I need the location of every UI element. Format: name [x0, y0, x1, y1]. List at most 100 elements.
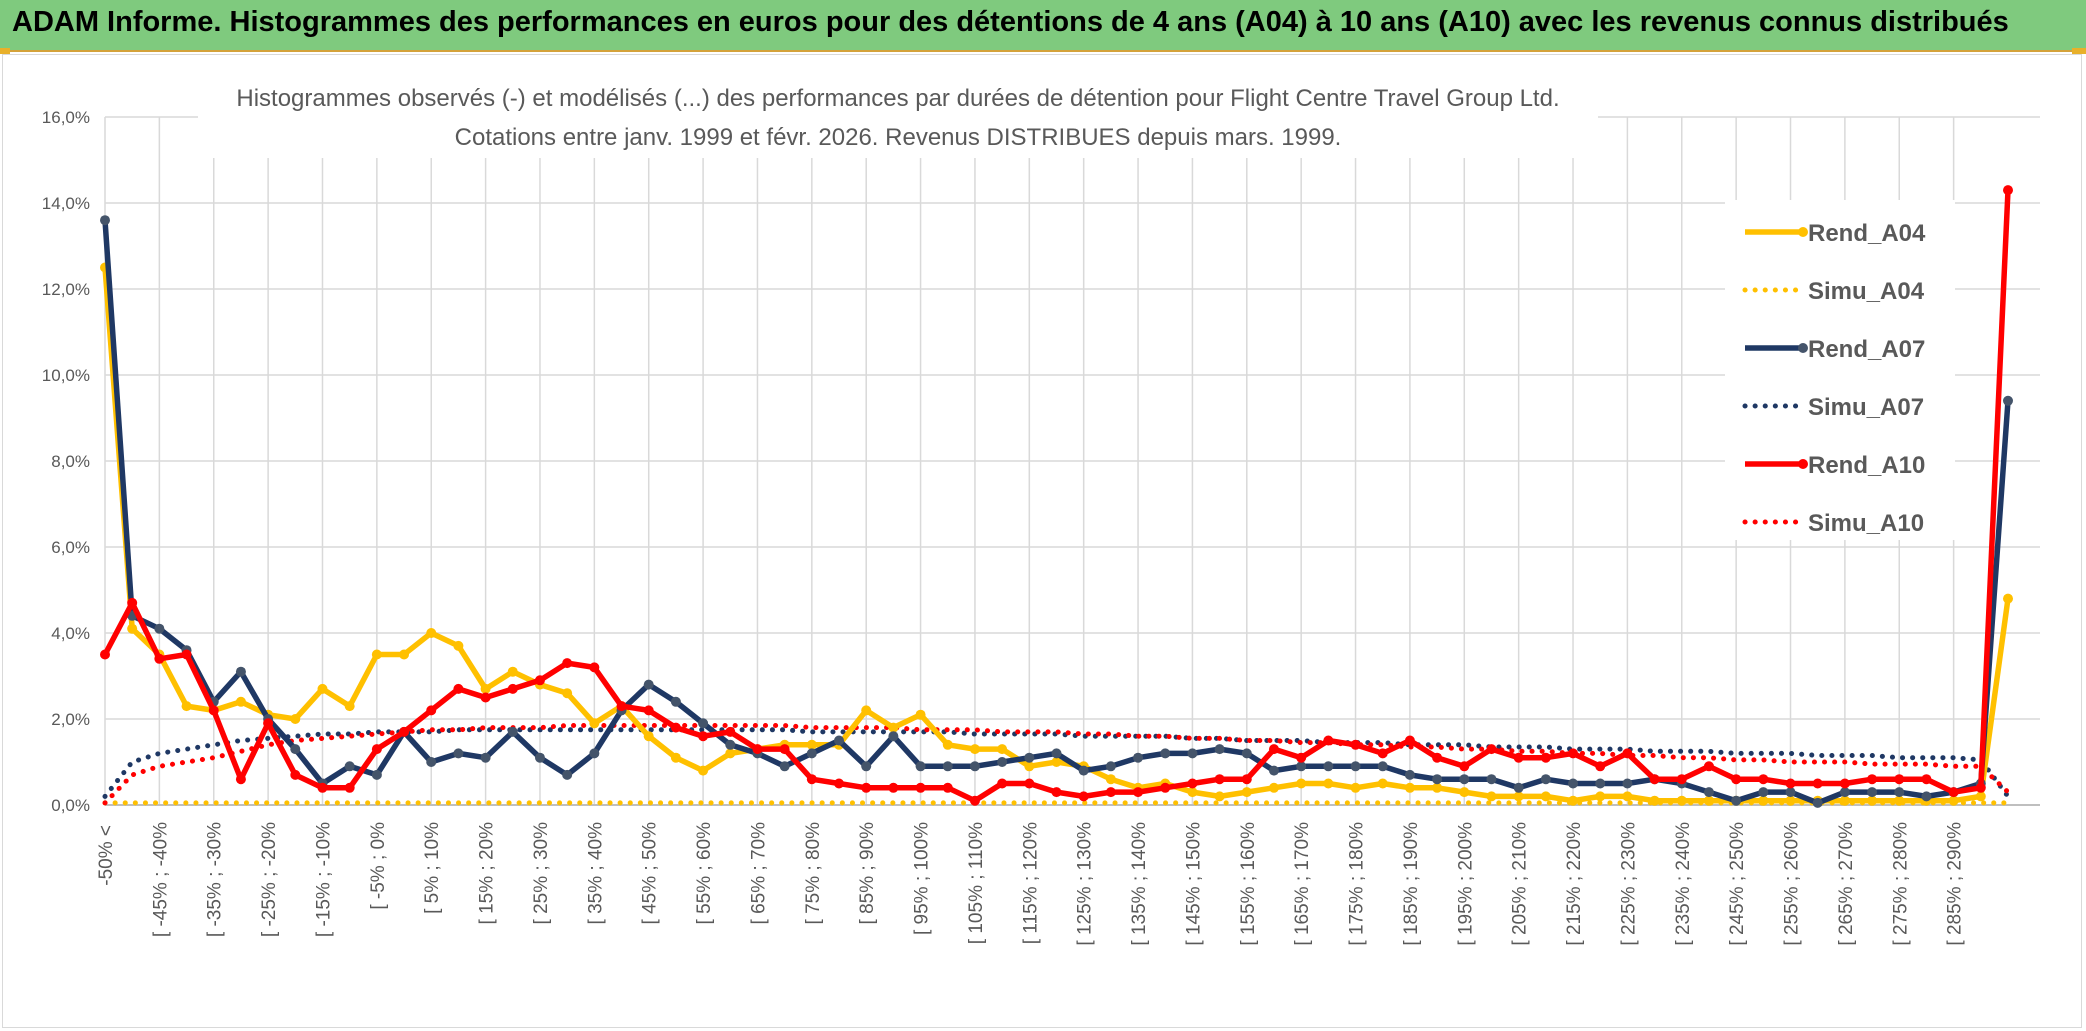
data-point	[1703, 787, 1714, 798]
legend-item-rend_a07: Rend_A07	[1745, 336, 1925, 363]
data-point	[1921, 774, 1932, 785]
data-point	[480, 692, 491, 703]
data-point	[1595, 778, 1606, 789]
data-point	[861, 705, 872, 716]
chart-subtitle: Cotations entre janv. 1999 et févr. 2026…	[455, 124, 1342, 151]
data-point	[235, 696, 246, 707]
data-point	[480, 752, 491, 763]
data-point	[399, 649, 410, 660]
data-point	[1051, 757, 1062, 767]
x-tick-label: [ 25% ; 30%	[531, 822, 552, 925]
legend-box	[1725, 200, 1955, 540]
header-bar: ADAM Informe. Histogrammes des performan…	[0, 0, 2086, 52]
data-point	[806, 774, 817, 785]
x-tick-label: [ 55% ; 60%	[694, 822, 715, 925]
data-point	[1513, 752, 1524, 763]
data-point	[1214, 774, 1225, 785]
data-point	[1187, 778, 1198, 789]
data-point	[1513, 791, 1524, 802]
legend-item-simu_a10: Simu_A10	[1742, 510, 1924, 537]
data-point	[480, 683, 491, 694]
legend-label: Simu_A04	[1808, 278, 1925, 305]
x-tick-label: [ 45% ; 50%	[640, 822, 661, 925]
data-point	[997, 757, 1008, 767]
data-point	[235, 666, 246, 677]
x-tick-label: [ -5% ; 0%	[368, 822, 389, 910]
data-point	[1432, 782, 1443, 793]
header-accent-left	[0, 48, 10, 54]
data-point	[589, 662, 600, 673]
y-tick-label: 14,0%	[42, 194, 90, 213]
x-tick-label: [ 115% ; 120%	[1020, 822, 1041, 944]
data-point	[1296, 752, 1307, 763]
data-point	[1377, 761, 1388, 772]
data-point	[399, 726, 410, 737]
x-tick-label: [ 235% ; 240%	[1673, 822, 1694, 946]
data-point	[534, 675, 545, 686]
series-group	[100, 185, 2013, 808]
data-point	[2003, 593, 2013, 604]
data-point	[507, 666, 518, 677]
data-point	[725, 748, 736, 759]
data-point	[670, 696, 681, 707]
legend-marker	[1798, 227, 1808, 237]
data-point	[181, 649, 192, 660]
y-tick-label: 8,0%	[51, 452, 90, 471]
data-point	[643, 731, 654, 742]
x-tick-label: [ -35% ; -30%	[205, 822, 226, 937]
y-axis-ticks: 0,0% 2,0% 4,0% 6,0% 8,0% 10,0% 12,0% 14,0% 16,0%	[42, 108, 90, 815]
x-tick-label: [ 275% ; 280%	[1890, 822, 1911, 946]
data-point	[1975, 782, 1986, 793]
data-point	[1703, 761, 1714, 772]
data-point	[969, 744, 980, 755]
x-tick-label: [ 65% ; 70%	[748, 822, 769, 925]
data-point	[779, 761, 790, 772]
x-tick-label: [ 175% ; 180%	[1347, 822, 1368, 946]
data-point	[371, 649, 382, 660]
data-point	[1622, 791, 1633, 802]
legend-item-rend_a10: Rend_A10	[1745, 452, 1925, 479]
x-tick-label: [ 155% ; 160%	[1238, 822, 1259, 946]
data-point	[317, 782, 328, 793]
data-point	[263, 718, 274, 729]
data-point	[1105, 787, 1116, 798]
x-tick-label: [ -15% ; -10%	[313, 822, 334, 937]
data-point	[1540, 752, 1551, 763]
data-point	[1350, 782, 1361, 793]
data-point	[344, 761, 355, 772]
data-point	[1758, 774, 1769, 785]
data-point	[1894, 787, 1905, 798]
data-point	[1540, 774, 1551, 785]
legend-item-simu_a07: Simu_A07	[1742, 394, 1924, 421]
data-point	[915, 782, 926, 793]
data-point	[969, 795, 980, 806]
data-point	[1867, 774, 1878, 785]
data-point	[1649, 774, 1660, 785]
data-point	[290, 714, 301, 724]
data-point	[1622, 778, 1633, 789]
data-point	[1595, 791, 1606, 802]
x-tick-label: [ 245% ; 250%	[1727, 822, 1748, 946]
data-point	[1459, 774, 1470, 785]
data-point	[1105, 774, 1116, 785]
data-point	[371, 769, 382, 780]
data-point	[127, 597, 138, 608]
data-point	[969, 761, 980, 772]
data-point	[1105, 761, 1116, 772]
data-point	[888, 722, 899, 733]
legend-label: Simu_A10	[1808, 510, 1924, 537]
x-tick-label: [ 75% ; 80%	[803, 822, 824, 925]
data-point	[834, 735, 845, 746]
y-tick-label: 16,0%	[42, 108, 90, 127]
data-point	[317, 683, 328, 694]
legend-item-simu_a04: Simu_A04	[1742, 278, 1925, 305]
legend-label: Rend_A10	[1808, 452, 1925, 479]
data-point	[1676, 795, 1687, 806]
data-point	[888, 731, 899, 742]
data-point	[1432, 752, 1443, 763]
x-tick-label: [ 255% ; 260%	[1782, 822, 1803, 946]
legend-item-rend_a04: Rend_A04	[1745, 220, 1926, 247]
data-point	[562, 658, 573, 669]
data-point	[426, 757, 437, 767]
data-point	[100, 649, 110, 660]
